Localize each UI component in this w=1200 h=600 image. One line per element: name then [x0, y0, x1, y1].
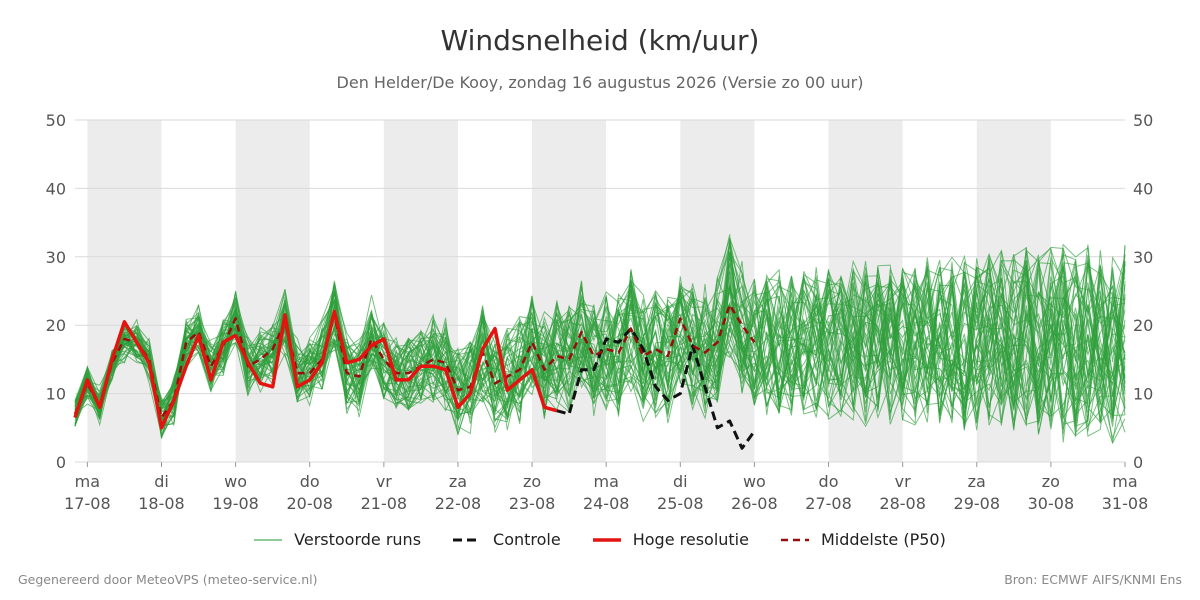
ensemble-run: [74, 242, 1126, 431]
x-tick-date: 31-08: [1102, 494, 1149, 513]
legend-item-ensemble: Verstoorde runs: [254, 530, 421, 549]
x-tick-day: ma: [1112, 472, 1137, 491]
y-tick-label-right: 10: [1133, 385, 1153, 404]
x-tick-day: wo: [743, 472, 766, 491]
ensemble-run: [74, 267, 1126, 426]
series-line-dashed-black: [556, 327, 756, 450]
x-tick-day: za: [968, 472, 986, 491]
x-tick-date: 27-08: [805, 494, 852, 513]
legend-item-median: Middelste (P50): [780, 530, 946, 549]
x-tick-date: 26-08: [731, 494, 778, 513]
y-tick-label-right: 30: [1133, 248, 1153, 267]
axes: 0 0 10 10 20 20 30 30 40 40 50 50 ma 17-08 di 18-08 wo 19…: [46, 111, 1154, 513]
y-tick-label-left: 20: [46, 316, 66, 335]
legend-item-hires: Hoge resolutie: [592, 530, 749, 549]
legend-swatch-ensemble: [254, 538, 283, 541]
weekend-band: [235, 120, 310, 462]
y-tick-label-right: 20: [1133, 316, 1153, 335]
y-tick-label-left: 30: [46, 248, 66, 267]
x-tick-day: di: [154, 472, 169, 491]
weekend-band: [383, 120, 458, 462]
x-tick-day: do: [300, 472, 320, 491]
main-series: [73, 303, 756, 450]
x-tick-day: vr: [895, 472, 911, 491]
ensemble-run: [74, 254, 1126, 433]
y-tick-label-right: 40: [1133, 179, 1153, 198]
legend-label-hires: Hoge resolutie: [632, 530, 749, 549]
legend-item-control: Controle: [453, 530, 561, 549]
x-tick-day: do: [819, 472, 839, 491]
x-tick-date: 25-08: [657, 494, 704, 513]
ensemble-run: [74, 255, 1126, 443]
x-tick-date: 29-08: [954, 494, 1001, 513]
chart-subtitle: Den Helder/De Kooy, zondag 16 augustus 2…: [336, 73, 864, 92]
x-tick-day: zo: [523, 472, 541, 491]
ensemble-run: [74, 246, 1126, 445]
series-line-dashed-darkred: [73, 303, 756, 419]
ensemble-run: [74, 261, 1126, 423]
chart-title: Windsnelheid (km/uur): [440, 24, 760, 57]
legend-label-ensemble: Verstoorde runs: [294, 530, 422, 549]
x-tick-date: 30-08: [1028, 494, 1075, 513]
x-tick-day: zo: [1042, 472, 1060, 491]
x-tick-date: 20-08: [286, 494, 333, 513]
x-tick-date: 19-08: [212, 494, 259, 513]
x-tick-day: ma: [593, 472, 618, 491]
legend: Verstoorde runs Controle Hoge resolutie …: [0, 530, 1200, 549]
ensemble-run: [74, 242, 1126, 434]
x-tick-date: 21-08: [361, 494, 408, 513]
legend-swatch-median: [780, 538, 809, 541]
x-tick-date: 18-08: [138, 494, 185, 513]
x-tick-date: 24-08: [583, 494, 630, 513]
series-line-solid-red: [73, 309, 558, 430]
x-tick-day: wo: [224, 472, 247, 491]
legend-label-median: Middelste (P50): [820, 530, 946, 549]
x-tick-date: 22-08: [435, 494, 482, 513]
y-tick-label-left: 10: [46, 385, 66, 404]
x-tick-date: 28-08: [879, 494, 926, 513]
y-tick-label-left: 40: [46, 179, 66, 198]
x-tick-day: vr: [376, 472, 392, 491]
footer-source: Bron: ECMWF AIFS/KNMI Ens: [1004, 572, 1182, 587]
footer-generator: Gegenereerd door MeteoVPS (meteo-service…: [18, 572, 318, 587]
y-tick-label-left: 0: [56, 453, 66, 472]
legend-swatch-hires: [592, 537, 621, 542]
legend-swatch-control: [453, 538, 482, 541]
x-tick-date: 17-08: [64, 494, 111, 513]
legend-label-control: Controle: [493, 530, 561, 549]
ensemble-run: [74, 254, 1126, 430]
x-tick-day: za: [449, 472, 467, 491]
x-tick-day: ma: [75, 472, 100, 491]
ensemble-run: [74, 246, 1126, 436]
x-tick-day: di: [673, 472, 688, 491]
y-tick-label-left: 50: [46, 111, 66, 130]
x-tick-date: 23-08: [509, 494, 556, 513]
y-tick-label-right: 50: [1133, 111, 1153, 130]
ensemble-run: [74, 258, 1126, 431]
y-tick-label-right: 0: [1133, 453, 1143, 472]
